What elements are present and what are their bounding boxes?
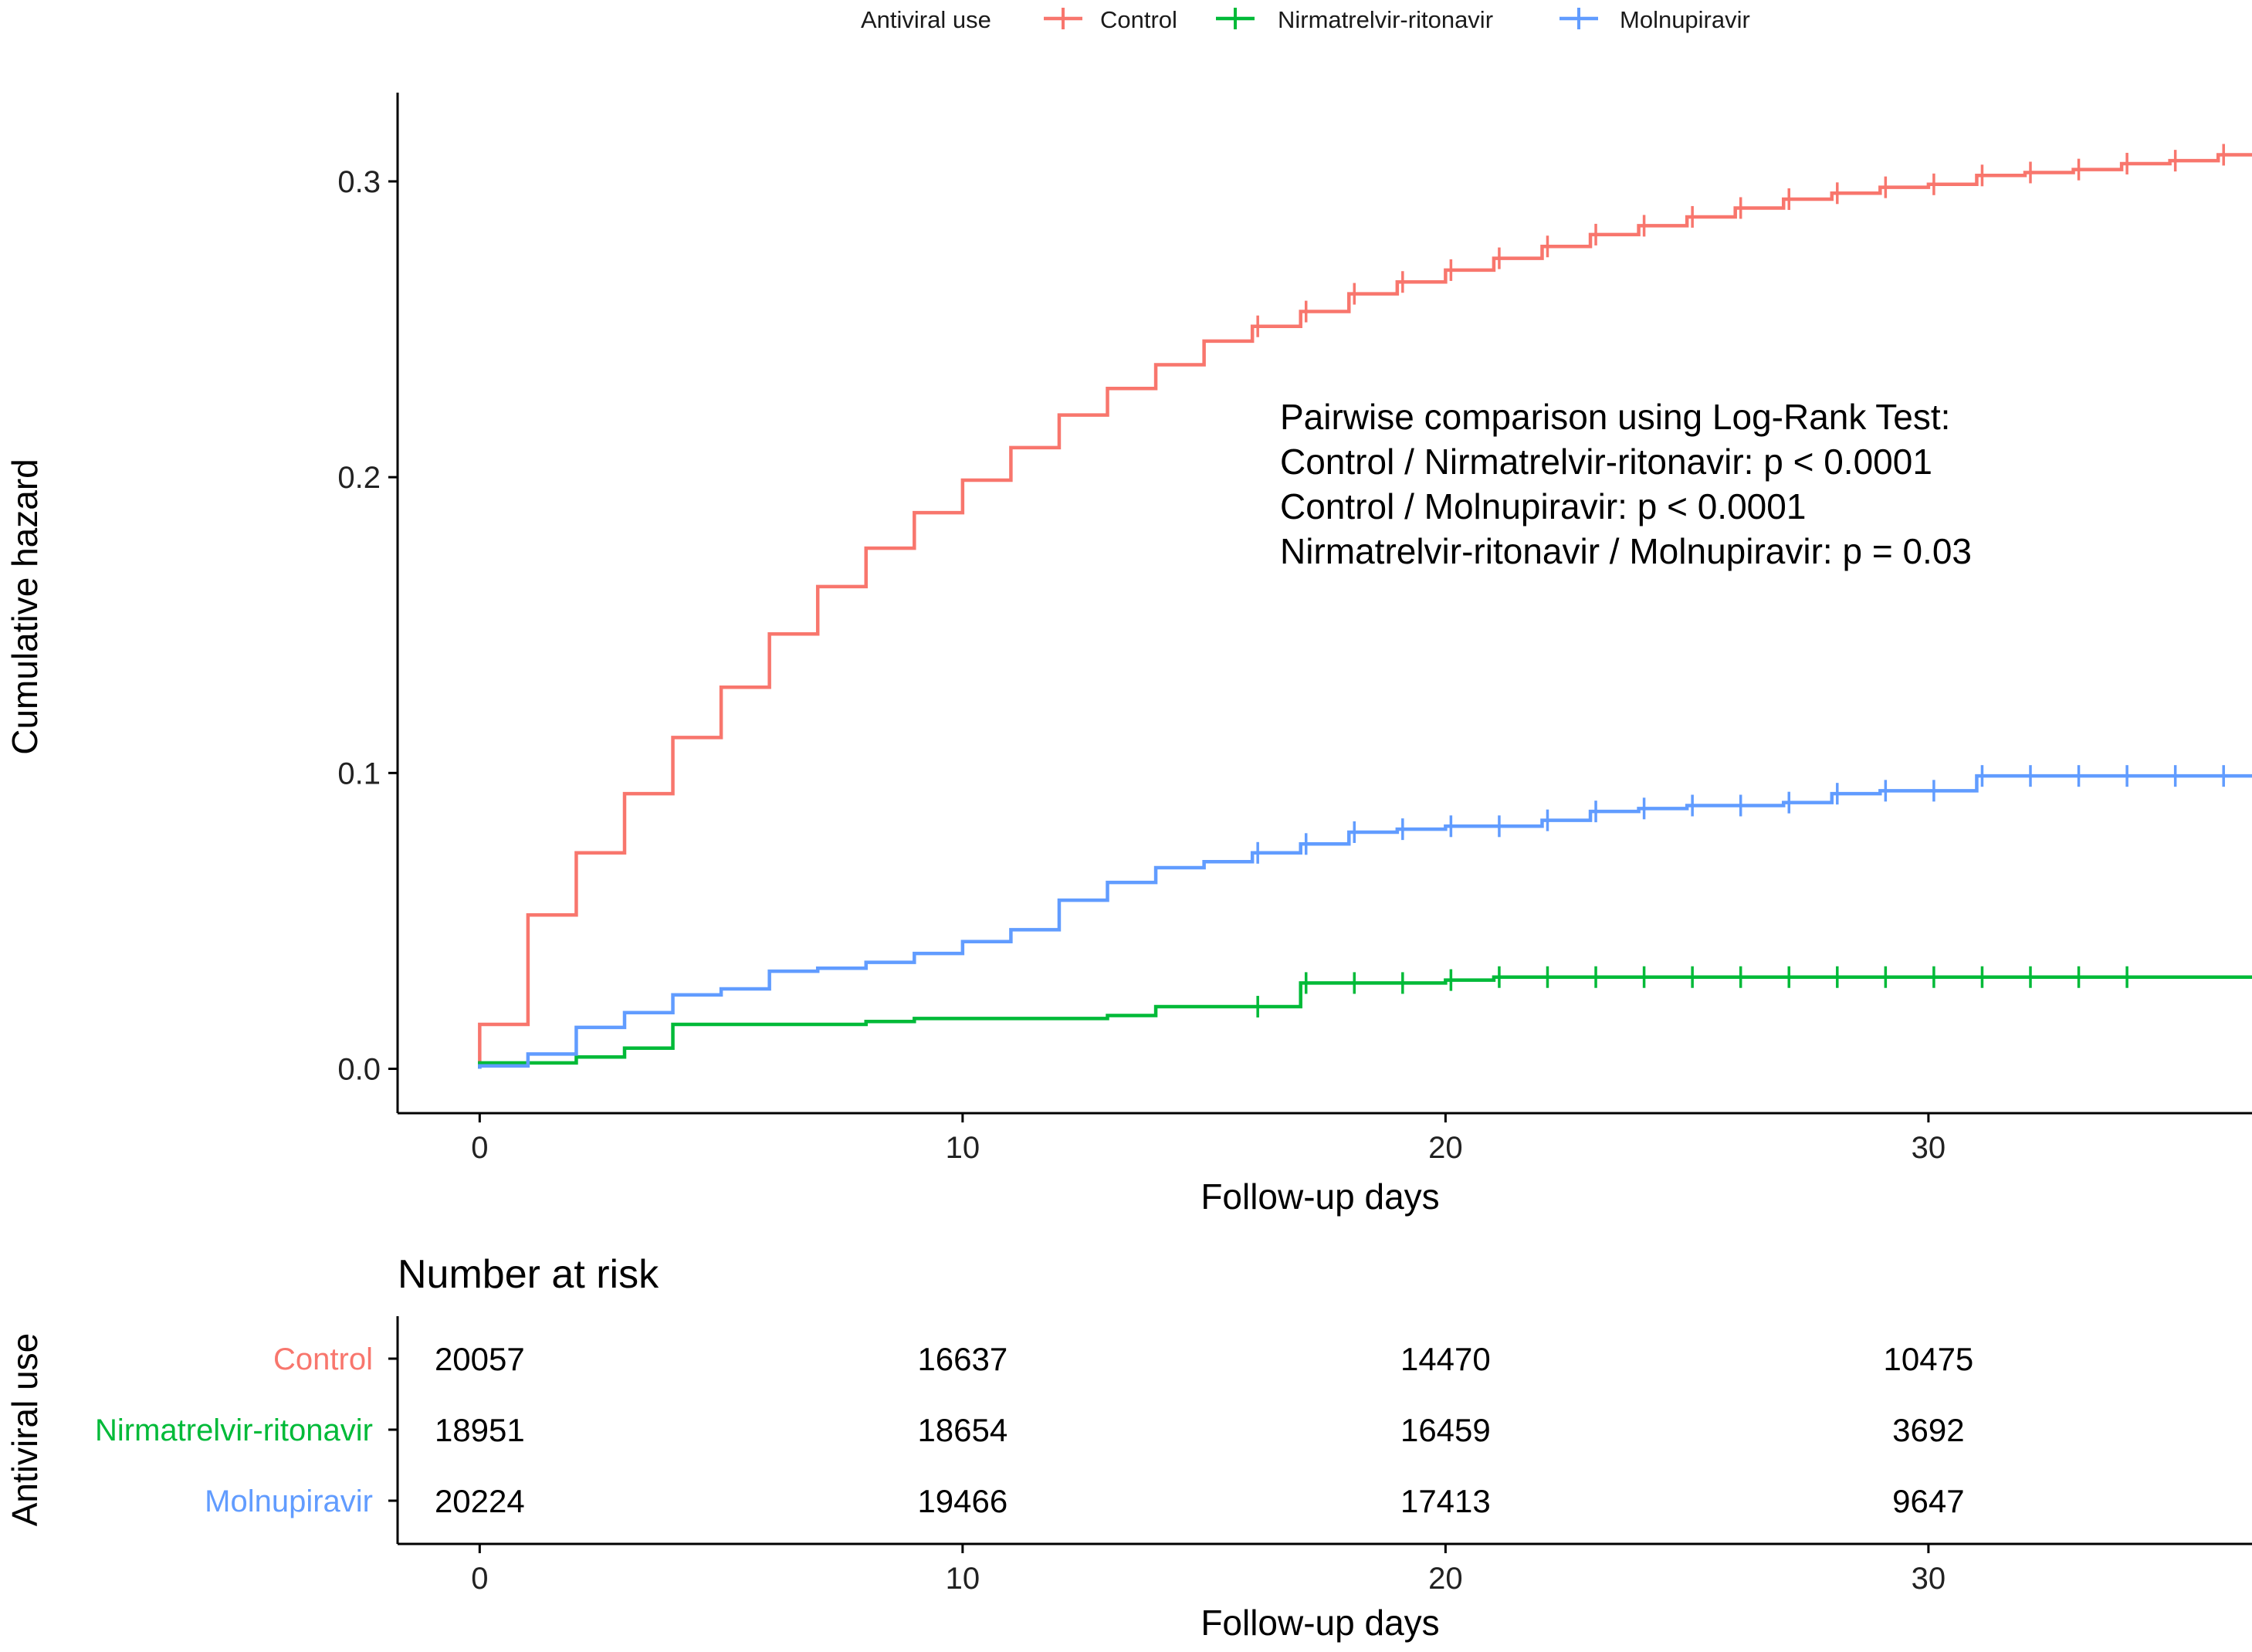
risk-value: 20224	[435, 1483, 525, 1519]
annotation-line-4: Nirmatrelvir-ritonavir / Molnupiravir: p…	[1280, 531, 1972, 571]
x-tick-label: 10	[946, 1131, 980, 1165]
risk-row-label-molnupiravir: Molnupiravir	[205, 1484, 373, 1518]
risk-table: 0 10 20 30 Control 20057 16637 14470 10475 Nirmat…	[95, 1341, 1973, 1596]
risk-value: 18951	[435, 1412, 525, 1448]
risk-value: 18654	[917, 1412, 1007, 1448]
legend-label-molnupiravir: Molnupiravir	[1620, 6, 1750, 33]
annotation-line-3: Control / Molnupiravir: p < 0.0001	[1280, 486, 1806, 526]
risk-table-title: Number at risk	[398, 1252, 659, 1297]
risk-value: 10475	[1884, 1341, 1974, 1377]
series-line-control	[478, 153, 2252, 1069]
legend: Antiviral use Control Nirmatrelvir-riton…	[861, 6, 1750, 33]
y-axis-ticks: 0.0 0.1 0.2 0.3	[337, 165, 398, 1087]
series-line-molnupiravir	[478, 774, 2252, 1069]
x-tick-label: 20	[1428, 1131, 1463, 1165]
x-axis-title: Follow-up days	[1201, 1176, 1439, 1217]
y-tick-label: 0.0	[337, 1053, 381, 1087]
legend-entry-control: Control	[1044, 6, 1177, 33]
legend-label-nirmatrelvir-ritonavir: Nirmatrelvir-ritonavir	[1278, 6, 1493, 33]
series-line-nirmatrelvir-ritonavir	[478, 975, 2252, 1069]
legend-entry-molnupiravir: Molnupiravir	[1559, 6, 1750, 33]
risk-x-tick-label: 0	[471, 1562, 488, 1596]
annotation-line-2: Control / Nirmatrelvir-ritonavir: p < 0.…	[1280, 442, 1932, 482]
legend-label-control: Control	[1100, 6, 1177, 33]
risk-row-label-nirmatrelvir-ritonavir: Nirmatrelvir-ritonavir	[95, 1413, 373, 1447]
series-layer	[478, 144, 2252, 1069]
y-tick-label: 0.1	[337, 757, 381, 790]
risk-value: 14470	[1400, 1341, 1491, 1377]
y-axis-title: Cumulative hazard	[5, 459, 45, 755]
legend-title: Antiviral use	[861, 6, 991, 33]
risk-x-tick-label: 10	[946, 1562, 980, 1596]
legend-entry-nirmatrelvir-ritonavir: Nirmatrelvir-ritonavir	[1216, 6, 1493, 33]
risk-value: 16637	[917, 1341, 1007, 1377]
risk-x-axis-title: Follow-up days	[1201, 1603, 1439, 1643]
x-axis-ticks: 0 10 20 30	[471, 1113, 1946, 1165]
risk-value: 16459	[1400, 1412, 1491, 1448]
risk-value: 17413	[1400, 1483, 1491, 1519]
risk-y-axis-title: Antiviral use	[5, 1333, 45, 1527]
y-tick-label: 0.2	[337, 461, 381, 495]
log-rank-annotation: Pairwise comparison using Log-Rank Test:…	[1280, 397, 1972, 571]
risk-value: 3692	[1892, 1412, 1964, 1448]
x-tick-label: 0	[471, 1131, 488, 1165]
x-tick-label: 30	[1912, 1131, 1946, 1165]
risk-value: 19466	[917, 1483, 1007, 1519]
y-tick-label: 0.3	[337, 165, 381, 199]
risk-value: 9647	[1892, 1483, 1964, 1519]
annotation-line-1: Pairwise comparison using Log-Rank Test:	[1280, 397, 1950, 437]
risk-x-tick-label: 20	[1428, 1562, 1463, 1596]
risk-value: 20057	[435, 1341, 525, 1377]
risk-row-label-control: Control	[273, 1342, 373, 1376]
risk-x-tick-label: 30	[1912, 1562, 1946, 1596]
